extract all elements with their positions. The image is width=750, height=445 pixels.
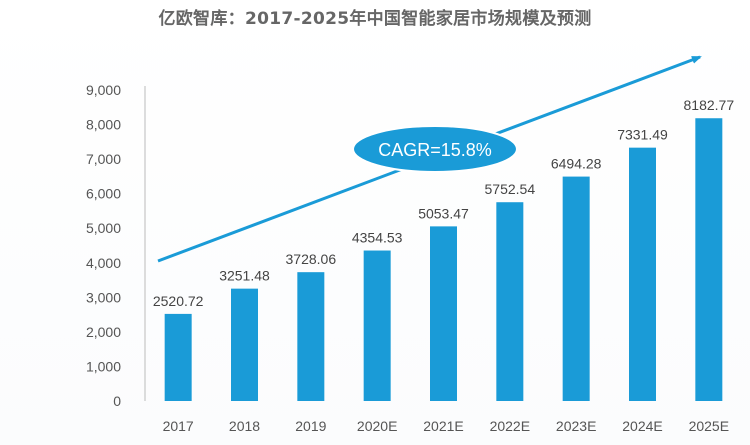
x-tick-label: 2018 (229, 418, 260, 434)
y-tick-label: 0 (113, 393, 121, 409)
cagr-badge (352, 125, 518, 173)
bar (562, 176, 590, 401)
bar-value-label: 3251.48 (219, 268, 270, 284)
bar-value-label: 2520.72 (153, 293, 204, 309)
bar (297, 272, 325, 401)
bar (164, 313, 192, 401)
cagr-label: CAGR=15.8% (378, 140, 492, 160)
chart-title: 亿欧智库：2017-2025年中国智能家居市场规模及预测 (158, 9, 592, 29)
bar-value-label: 5752.54 (485, 181, 536, 197)
y-tick-label: 5,000 (86, 220, 121, 236)
bar (231, 288, 258, 401)
bar-value-label: 7331.49 (617, 127, 668, 143)
bar (496, 202, 524, 401)
x-tick-label: 2020E (357, 418, 397, 434)
x-tick-label: 2023E (556, 418, 596, 434)
bar-value-label: 3728.06 (286, 251, 337, 267)
y-tick-label: 9,000 (86, 82, 121, 98)
bar (695, 118, 723, 401)
x-tick-label: 2024E (622, 418, 662, 434)
y-tick-label: 1,000 (86, 358, 121, 374)
bar-value-label: 6494.28 (551, 156, 602, 172)
y-tick-label: 2,000 (86, 324, 121, 340)
bar (629, 147, 656, 401)
bar-value-label: 8182.77 (684, 97, 735, 113)
y-tick-label: 3,000 (86, 289, 121, 305)
y-tick-label: 6,000 (86, 186, 121, 202)
x-tick-label: 2021E (423, 418, 463, 434)
x-tick-label: 2019 (295, 418, 326, 434)
bar (430, 226, 457, 401)
bar (363, 250, 391, 401)
bar-value-label: 4354.53 (352, 230, 403, 246)
x-tick-label: 2022E (490, 418, 530, 434)
y-tick-label: 4,000 (86, 255, 121, 271)
bar-value-label: 5053.47 (418, 205, 469, 221)
x-tick-label: 2025E (689, 418, 729, 434)
y-tick-label: 8,000 (86, 117, 121, 133)
y-tick-label: 7,000 (86, 151, 121, 167)
x-tick-label: 2017 (163, 418, 194, 434)
